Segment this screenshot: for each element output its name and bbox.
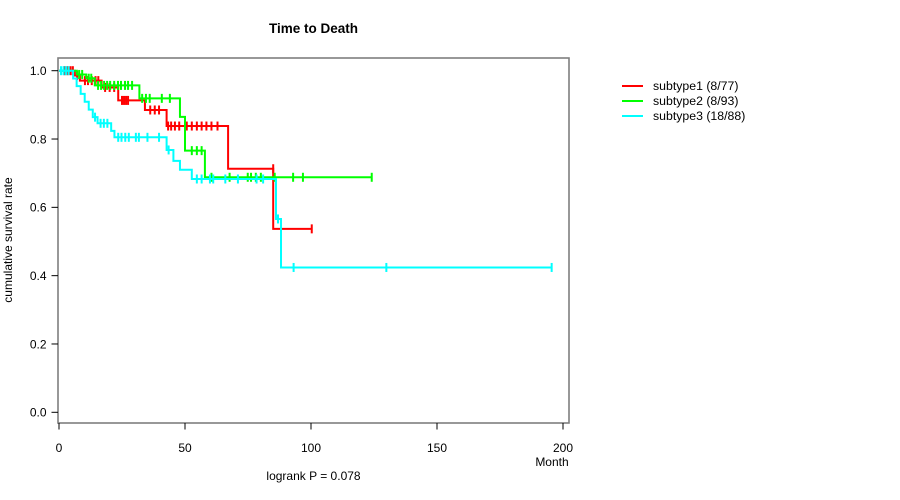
chart-title: Time to Death	[269, 21, 358, 36]
x-tick-label: 0	[56, 441, 63, 455]
x-tick-label: 50	[178, 441, 192, 455]
legend-label-subtype2: subtype2 (8/93)	[653, 94, 738, 108]
survival-curve-subtype3	[59, 69, 552, 269]
x-tick-label: 200	[553, 441, 573, 455]
x-tick-label: 100	[301, 441, 321, 455]
x-axis-label: Month	[535, 455, 568, 469]
y-tick-label: 0.0	[30, 406, 47, 420]
legend-label-subtype3: subtype3 (18/88)	[653, 109, 745, 123]
x-tick-label: 150	[427, 441, 447, 455]
y-tick-label: 0.2	[30, 337, 47, 351]
plot-frame	[57, 57, 570, 424]
y-tick-label: 0.6	[30, 201, 47, 215]
legend-label-subtype1: subtype1 (8/77)	[653, 79, 738, 93]
plot-content: 0 50 100 150 200 0.0 0.2 0.4 0.6 0.8 1.0 subtype1 (…	[30, 64, 745, 455]
y-axis-label: cumulative survival rate	[1, 177, 15, 303]
y-tick-label: 0.4	[30, 269, 47, 283]
logrank-annotation: logrank P = 0.078	[266, 469, 361, 483]
y-tick-label: 1.0	[30, 64, 47, 78]
y-tick-label: 0.8	[30, 132, 47, 146]
